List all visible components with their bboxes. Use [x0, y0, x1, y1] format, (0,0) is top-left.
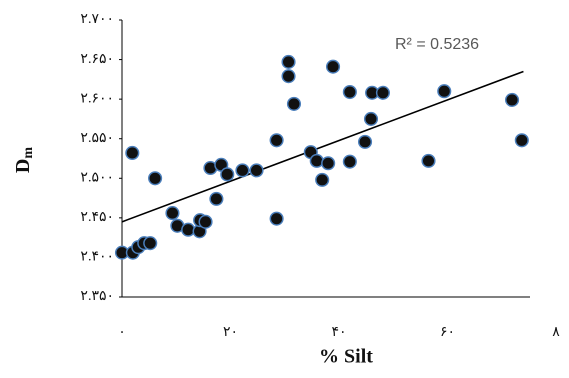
- y-tick-label: ۲.۶۵۰: [80, 52, 114, 67]
- x-tick-label: ۴۰: [331, 325, 346, 340]
- data-point: [249, 163, 264, 178]
- x-axis-label: % Silt: [319, 346, 373, 368]
- r-squared: R² = 0.5236: [395, 36, 479, 53]
- y-axis-label: Dm: [12, 147, 37, 173]
- data-point: [220, 167, 235, 182]
- data-point: [148, 171, 163, 186]
- data-point: [321, 156, 336, 171]
- y-tick-label: ۲.۴۵۰: [80, 210, 114, 225]
- data-point: [269, 133, 284, 148]
- data-point: [198, 214, 213, 229]
- data-point: [342, 154, 357, 169]
- y-tick-label: ۲.۴۰۰: [80, 250, 114, 265]
- data-point: [281, 69, 296, 84]
- y-tick-label: ۲.۶۰۰: [80, 91, 114, 106]
- data-point: [325, 59, 341, 74]
- x-tick-label: ۰: [118, 325, 126, 340]
- x-tick-label: ۸: [552, 325, 560, 340]
- data-point: [505, 92, 520, 107]
- data-point: [315, 172, 330, 187]
- y-tick-label: ۲.۵۵۰: [80, 131, 114, 146]
- trendline: [121, 70, 524, 223]
- data-point: [309, 153, 324, 168]
- data-point: [209, 191, 224, 206]
- data-point: [181, 222, 196, 237]
- data-point: [286, 96, 302, 111]
- y-label-sub: m: [21, 147, 36, 159]
- data-point: [375, 85, 390, 100]
- data-point: [437, 84, 452, 99]
- data-point: [421, 153, 436, 168]
- data-point: [165, 206, 180, 221]
- x-tick-label: ۶۰: [440, 325, 455, 340]
- data-point: [125, 145, 140, 161]
- data-point: [281, 54, 296, 69]
- y-tick-label: ۲.۳۵۰: [80, 289, 114, 304]
- y-tick-label: ۲.۵۰۰: [80, 171, 114, 186]
- data-point: [269, 211, 284, 226]
- y-label-main: D: [12, 159, 34, 173]
- data-point: [357, 134, 373, 149]
- x-tick-label: ۲۰: [223, 325, 238, 340]
- data-point: [143, 236, 158, 251]
- data-point: [342, 84, 357, 100]
- data-point: [514, 133, 529, 148]
- data-point: [363, 111, 379, 126]
- data-point: [235, 163, 250, 178]
- y-tick-label: ۲.۷۰۰: [80, 12, 114, 27]
